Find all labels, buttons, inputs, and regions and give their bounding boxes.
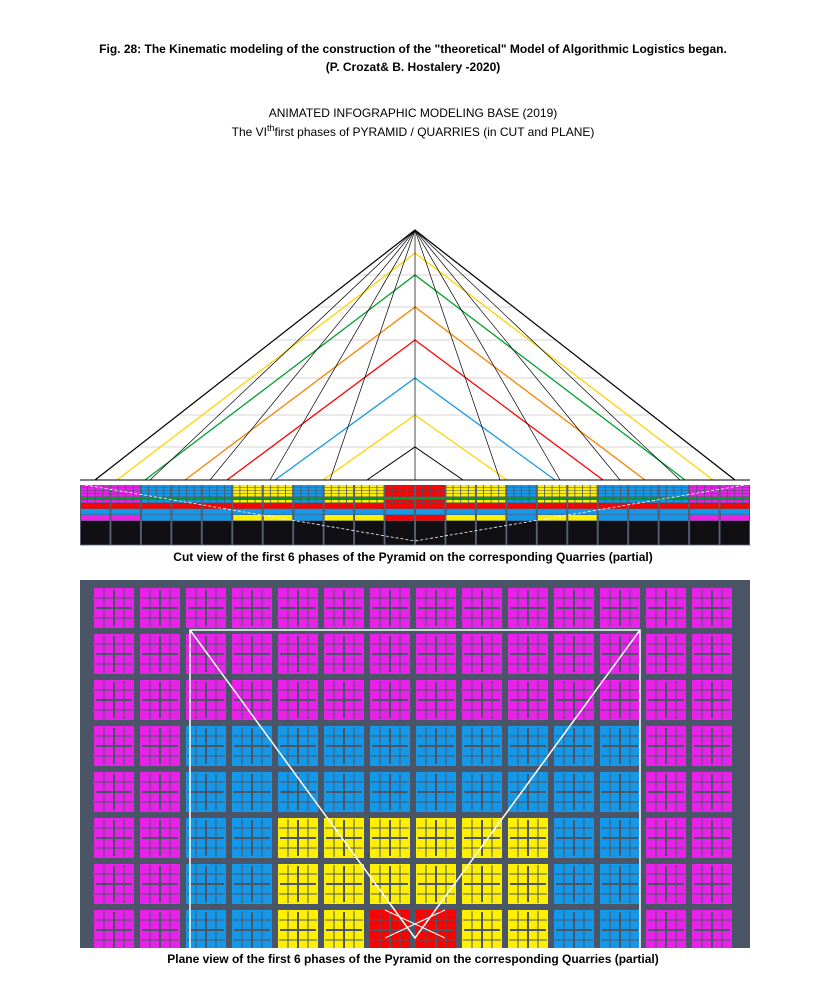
cut-view-svg [80, 210, 750, 546]
plane-view-svg [80, 580, 750, 948]
cut-view-caption: Cut view of the first 6 phases of the Py… [0, 550, 826, 564]
figure-subtitle: ANIMATED INFOGRAPHIC MODELING BASE (2019… [0, 76, 826, 141]
subtitle-line1: ANIMATED INFOGRAPHIC MODELING BASE (2019… [0, 104, 826, 122]
title-line1: Fig. 28: The Kinematic modeling of the c… [0, 40, 826, 58]
plane-view-caption: Plane view of the first 6 phases of the … [0, 952, 826, 966]
cut-view-diagram [80, 210, 750, 546]
subtitle-line2: The VIthfirst phases of PYRAMID / QUARRI… [0, 122, 826, 141]
figure-title: Fig. 28: The Kinematic modeling of the c… [0, 0, 826, 76]
title-line2: (P. Crozat& B. Hostalery -2020) [0, 58, 826, 76]
plane-view-diagram [80, 580, 750, 948]
